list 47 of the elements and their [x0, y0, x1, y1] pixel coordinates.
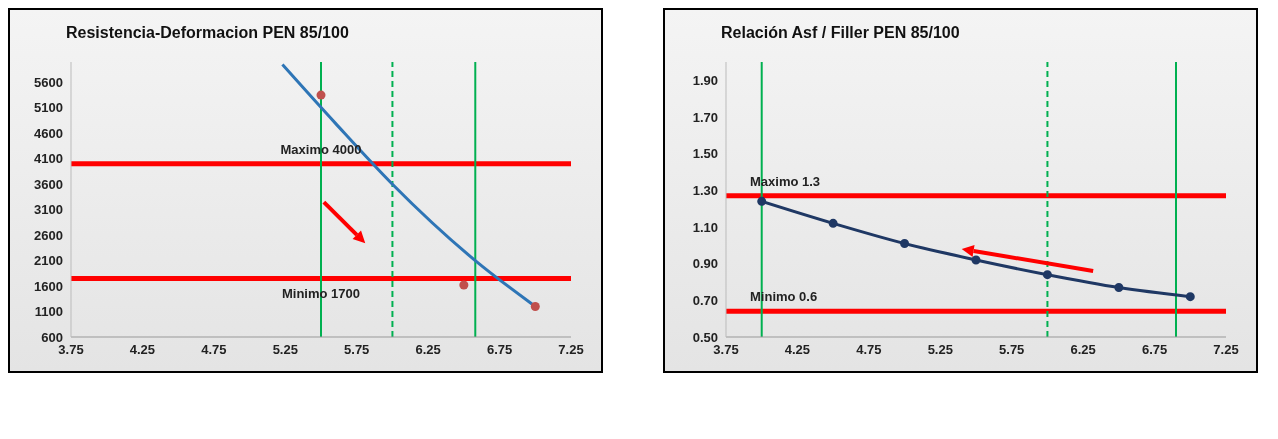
y-tick-label: 0.70	[692, 292, 718, 308]
y-tick-label: 5100	[34, 100, 63, 116]
x-tick-label: 7.25	[1213, 342, 1239, 358]
y-tick-label: 3100	[34, 202, 63, 218]
point	[316, 90, 326, 100]
y-tick-label: 1.10	[692, 219, 718, 235]
x-tick-label: 4.75	[201, 342, 227, 358]
point	[1185, 292, 1195, 302]
x-tick-label: 7.25	[558, 342, 584, 358]
y-tick-label: 4600	[34, 125, 63, 141]
y-tick-label: 1.90	[692, 72, 718, 88]
point	[757, 196, 767, 206]
point	[900, 239, 910, 248]
y-tick-label: 600	[41, 329, 63, 345]
y-tick-label: 1.30	[692, 182, 718, 198]
x-tick-label: 6.25	[1070, 342, 1096, 358]
x-tick-label: 5.25	[272, 342, 298, 358]
y-tick-label: 1600	[34, 278, 63, 294]
y-tick-label: 0.90	[692, 256, 718, 272]
x-tick-label: 5.75	[344, 342, 370, 358]
x-tick-label: 4.75	[856, 342, 882, 358]
y-tick-label: 1100	[34, 304, 63, 320]
point	[828, 218, 838, 228]
y-tick-label: 4100	[34, 151, 63, 167]
y-tick-label: 3600	[34, 176, 63, 192]
point	[1114, 283, 1124, 292]
point	[530, 301, 540, 311]
x-tick-label: 4.25	[784, 342, 811, 358]
chart-title: Relación Asf / Filler PEN 85/100	[721, 24, 961, 42]
chart-title: Resistencia-Deformacion PEN 85/100	[66, 24, 350, 42]
x-tick-label: 3.75	[713, 342, 739, 358]
y-tick-label: 1.50	[692, 146, 718, 162]
x-tick-label: 6.75	[486, 342, 513, 358]
point	[971, 255, 981, 265]
x-tick-label: 4.25	[129, 342, 156, 358]
y-tick-label: 2100	[34, 253, 63, 269]
x-tick-label: 6.25	[415, 342, 441, 358]
x-tick-label: 3.75	[58, 342, 84, 358]
x-tick-label: 6.75	[1141, 342, 1168, 358]
y-tick-label: 5600	[34, 74, 63, 90]
x-tick-label: 5.25	[927, 342, 953, 358]
x-tick-label: 5.75	[999, 342, 1025, 358]
y-tick-label: 0.50	[692, 329, 718, 345]
y-tick-label: 2600	[34, 227, 63, 243]
point	[459, 280, 469, 290]
point	[1042, 270, 1052, 280]
y-tick-label: 1.70	[692, 109, 718, 125]
